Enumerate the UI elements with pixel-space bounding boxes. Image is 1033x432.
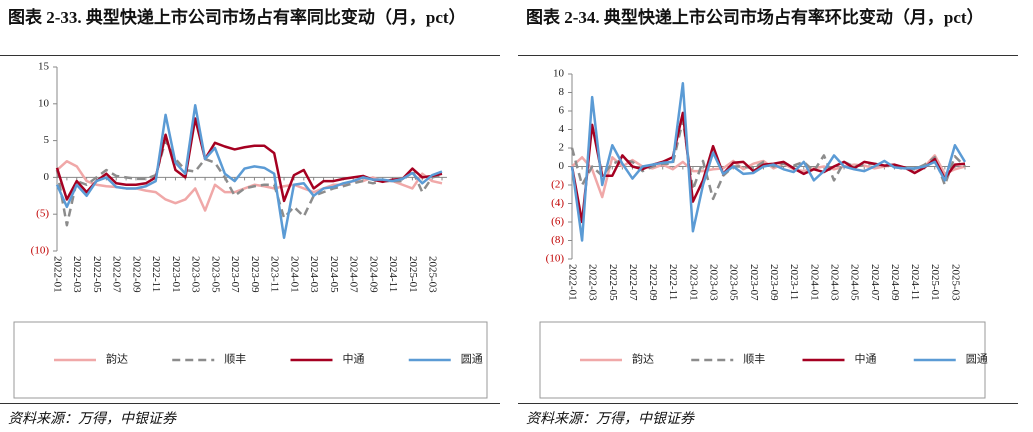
x-tick-label: 2022-07 — [627, 264, 639, 301]
y-tick-label: 15 — [38, 61, 50, 73]
legend-label: 中通 — [855, 353, 877, 366]
x-tick-label: 2024-07 — [348, 256, 360, 293]
x-tick-label: 2024-05 — [328, 256, 340, 293]
legend-label: 中通 — [343, 353, 365, 366]
x-tick-label: 2022-09 — [130, 256, 142, 293]
x-tick-label: 2025-01 — [929, 264, 941, 301]
x-tick-label: 2024-09 — [889, 264, 901, 301]
y-tick-label: (10) — [31, 245, 50, 257]
x-tick-label: 2023-03 — [708, 264, 720, 301]
title-rule — [0, 55, 500, 56]
legend-label: 圆通 — [461, 353, 483, 366]
x-tick-label: 2022-05 — [91, 256, 103, 293]
x-tick-label: 2024-05 — [849, 264, 861, 301]
x-tick-label: 2023-09 — [249, 256, 261, 293]
y-tick-label: 0 — [559, 160, 565, 172]
x-tick-label: 2024-01 — [808, 264, 820, 301]
chart-title: 图表 2-34. 典型快递上市公司市场占有率环比变动（月，pct） — [526, 8, 984, 27]
y-tick-label: (10) — [546, 253, 565, 265]
x-tick-label: 2023-07 — [229, 256, 241, 293]
x-tick-label: 2022-03 — [71, 256, 83, 293]
y-tick-label: (5) — [36, 208, 49, 220]
y-tick-label: (4) — [551, 197, 564, 209]
x-tick-label: 2022-09 — [647, 264, 659, 301]
chart: (10) (5) 0 5 10 15 2022-01 2022-03 2022-05 2022-0… — [13, 61, 488, 399]
y-tick-label: 4 — [559, 123, 565, 135]
chart: (10) (8) (6) (4) (2) 0 2 4 6 8 10 2022-01 2022-03 202… — [539, 68, 988, 399]
x-tick-label: 2022-11 — [667, 264, 679, 300]
x-tick-label: 2024-11 — [387, 256, 399, 292]
series-line — [55, 139, 443, 227]
legend-box — [13, 321, 488, 399]
source-rule — [0, 403, 500, 404]
series-line — [570, 82, 967, 242]
x-tick-label: 2023-11 — [788, 264, 800, 300]
y-tick-label: 10 — [38, 97, 50, 109]
x-tick-label: 2024-07 — [869, 264, 881, 301]
y-tick-label: (6) — [551, 216, 564, 228]
legend-label: 韵达 — [632, 352, 654, 366]
x-tick-label: 2024-03 — [308, 256, 320, 293]
x-tick-label: 2025-01 — [407, 256, 419, 293]
x-tick-label: 2024-11 — [909, 264, 921, 300]
series-line — [570, 111, 966, 224]
y-tick-label: 5 — [44, 134, 50, 146]
x-tick-label: 2022-01 — [51, 256, 63, 293]
y-tick-label: 2 — [559, 142, 565, 154]
x-tick-label: 2023-01 — [170, 256, 182, 293]
x-tick-label: 2023-11 — [269, 256, 281, 292]
x-tick-label: 2023-03 — [190, 256, 202, 293]
x-tick-label: 2023-01 — [687, 264, 699, 301]
x-tick-label: 2023-07 — [748, 264, 760, 301]
x-tick-label: 2022-07 — [111, 256, 123, 293]
x-tick-label: 2023-05 — [728, 264, 740, 301]
x-tick-label: 2023-09 — [768, 264, 780, 301]
x-tick-label: 2024-03 — [828, 264, 840, 301]
series-line — [55, 104, 443, 239]
chart-title: 图表 2-33. 典型快递上市公司市场占有率同比变动（月，pct） — [8, 8, 466, 27]
y-tick-label: 0 — [44, 171, 50, 183]
y-tick-label: 6 — [559, 105, 565, 117]
source: 资料来源：万得，中银证券 — [526, 412, 694, 427]
x-tick-label: 2022-11 — [150, 256, 162, 292]
legend-label: 圆通 — [966, 353, 988, 366]
source: 资料来源：万得，中银证券 — [8, 412, 176, 427]
panel: 图表 2-33. 典型快递上市公司市场占有率同比变动（月，pct） (10) (5… — [0, 0, 500, 432]
panel: 图表 2-34. 典型快递上市公司市场占有率环比变动（月，pct） (10) (8… — [518, 0, 1018, 432]
y-tick-label: 8 — [559, 86, 565, 98]
legend-label: 顺丰 — [224, 353, 246, 366]
y-tick-label: 10 — [553, 68, 565, 80]
y-tick-label: (8) — [551, 234, 564, 246]
legend-box — [539, 321, 986, 399]
legend-label: 韵达 — [106, 352, 128, 366]
x-tick-label: 2022-05 — [607, 264, 619, 301]
x-tick-label: 2025-03 — [427, 256, 439, 293]
x-tick-label: 2024-09 — [367, 256, 379, 293]
title-rule — [518, 55, 1018, 56]
x-tick-label: 2022-03 — [587, 264, 599, 301]
source-rule — [518, 403, 1018, 404]
x-tick-label: 2025-03 — [949, 264, 961, 301]
y-tick-label: (2) — [551, 179, 564, 191]
x-tick-label: 2022-01 — [566, 264, 578, 301]
x-tick-label: 2024-01 — [288, 256, 300, 293]
legend-label: 顺丰 — [743, 353, 765, 366]
x-tick-label: 2023-05 — [209, 256, 221, 293]
